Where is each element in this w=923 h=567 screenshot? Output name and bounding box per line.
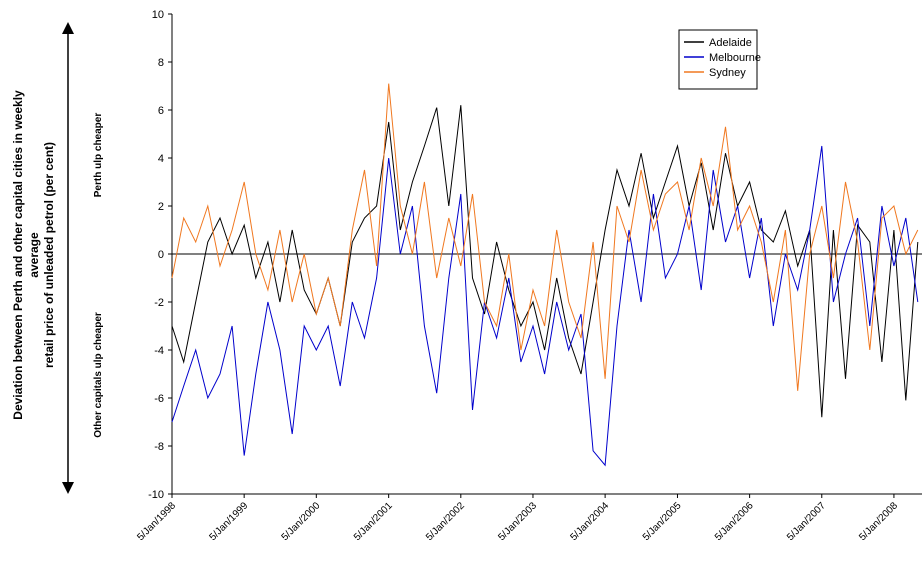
series-line bbox=[171, 105, 919, 418]
legend-label: Adelaide bbox=[709, 37, 752, 49]
x-tick-label: 5/Jan/1999 bbox=[207, 500, 250, 543]
legend-box bbox=[678, 29, 758, 90]
x-tick-label: 5/Jan/2003 bbox=[496, 500, 539, 543]
x-tick-label: 5/Jan/2004 bbox=[568, 500, 611, 543]
x-tick-label: 5/Jan/1998 bbox=[135, 500, 178, 543]
y-tick-label: 6 bbox=[158, 105, 164, 117]
x-tick-label: 5/Jan/2000 bbox=[280, 500, 323, 543]
x-tick-label: 5/Jan/2005 bbox=[641, 500, 684, 543]
x-tick-label: 5/Jan/2002 bbox=[424, 500, 467, 543]
y-tick-label: 2 bbox=[158, 201, 164, 213]
y-axis-label: Deviation between Perth and other capita… bbox=[11, 90, 25, 420]
legend-label: Melbourne bbox=[709, 52, 761, 64]
series-line bbox=[171, 145, 919, 467]
y-axis-label: average bbox=[27, 232, 41, 278]
y-tick-label: -6 bbox=[154, 393, 164, 405]
legend-label: Sydney bbox=[709, 67, 746, 79]
x-tick-label: 5/Jan/2001 bbox=[352, 500, 395, 543]
x-tick-label: 5/Jan/2006 bbox=[713, 500, 756, 543]
y-tick-label: 0 bbox=[158, 249, 164, 261]
annotation: Perth ulp cheaper bbox=[93, 113, 104, 198]
x-tick-label: 5/Jan/2008 bbox=[857, 500, 900, 543]
y-tick-label: 8 bbox=[158, 57, 164, 69]
y-tick-label: -8 bbox=[154, 441, 164, 453]
y-tick-label: -10 bbox=[148, 489, 164, 501]
legend: Adelaide Melbourne Sydney bbox=[678, 29, 761, 90]
x-tick-label: 5/Jan/2007 bbox=[785, 500, 828, 543]
y-axis-label: retail price of unleaded petrol (per cen… bbox=[42, 142, 56, 368]
y-tick-label: -4 bbox=[154, 345, 164, 357]
y-tick-label: 10 bbox=[152, 9, 164, 21]
y-tick-label: -2 bbox=[154, 297, 164, 309]
y-tick-label: 4 bbox=[158, 153, 164, 165]
series-line bbox=[171, 83, 919, 391]
annotation: Other capitals ulp cheaper bbox=[93, 312, 104, 438]
